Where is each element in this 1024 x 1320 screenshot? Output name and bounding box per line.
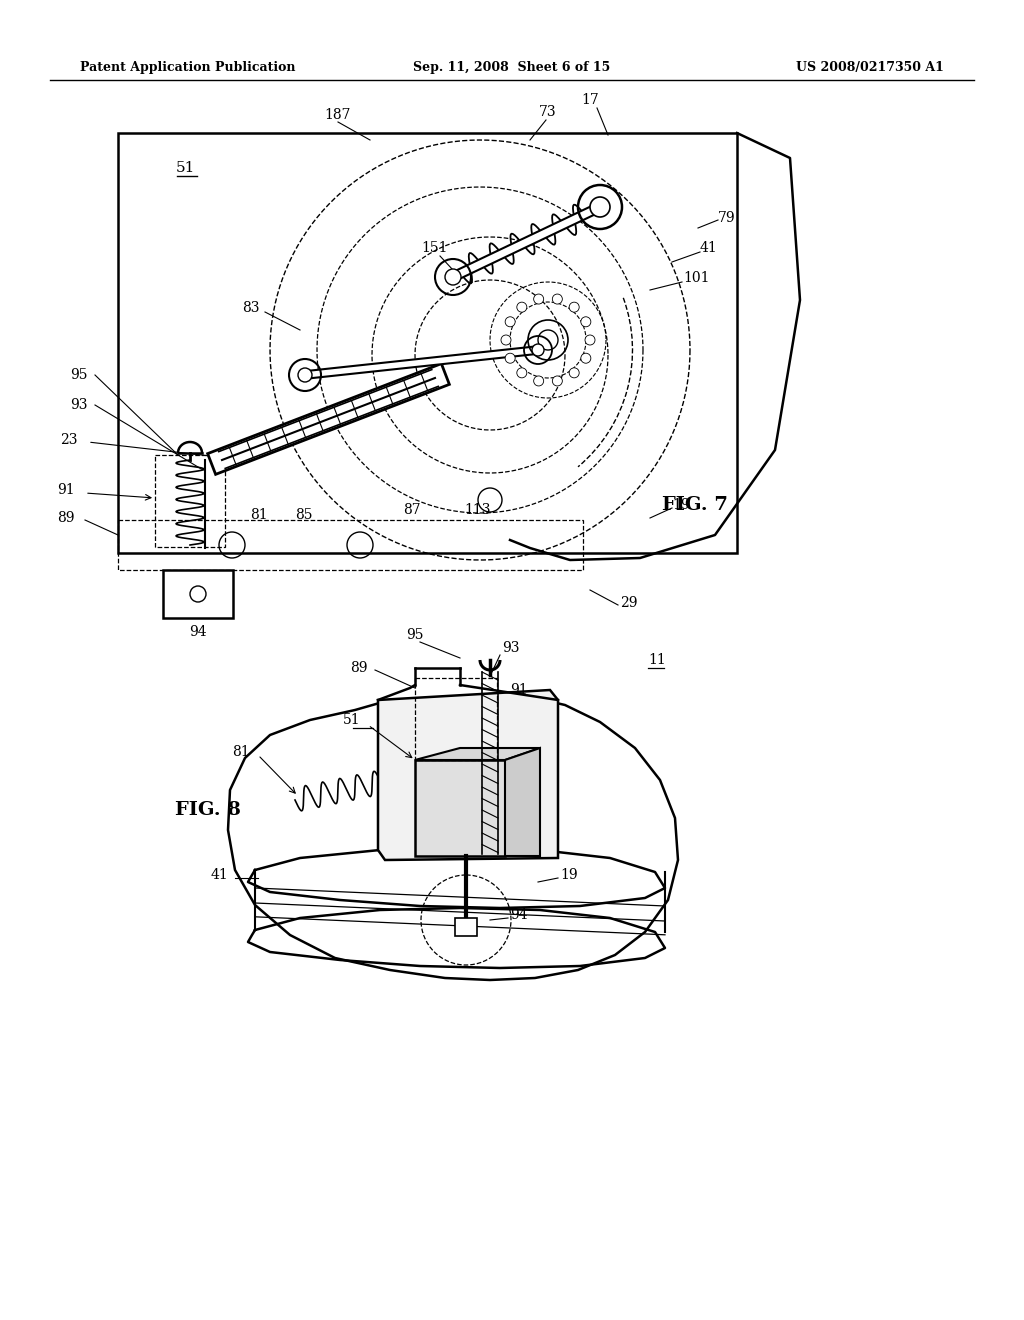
- Circle shape: [298, 368, 312, 381]
- Text: 73: 73: [540, 106, 557, 119]
- Polygon shape: [505, 748, 540, 855]
- Text: 89: 89: [350, 661, 368, 675]
- Text: 41: 41: [700, 242, 718, 255]
- Circle shape: [501, 335, 511, 345]
- Bar: [118, 133, 737, 553]
- Circle shape: [534, 294, 544, 304]
- Text: 81: 81: [250, 508, 267, 521]
- Bar: [155, 455, 225, 546]
- Circle shape: [517, 368, 526, 378]
- Polygon shape: [415, 760, 505, 855]
- Circle shape: [517, 302, 526, 312]
- Text: 51: 51: [342, 713, 360, 727]
- Text: 29: 29: [620, 597, 638, 610]
- Circle shape: [552, 294, 562, 304]
- Text: 89: 89: [57, 511, 75, 525]
- Text: 17: 17: [582, 92, 599, 107]
- Bar: [163, 570, 233, 618]
- Text: Sep. 11, 2008  Sheet 6 of 15: Sep. 11, 2008 Sheet 6 of 15: [414, 62, 610, 74]
- Text: 151: 151: [422, 242, 449, 255]
- Circle shape: [505, 317, 515, 327]
- Text: Patent Application Publication: Patent Application Publication: [80, 62, 296, 74]
- Text: 91: 91: [510, 682, 527, 697]
- Text: 187: 187: [325, 108, 351, 121]
- Circle shape: [445, 269, 461, 285]
- Text: 19: 19: [560, 869, 578, 882]
- Circle shape: [534, 376, 544, 385]
- Circle shape: [505, 354, 515, 363]
- Text: 81: 81: [232, 744, 250, 759]
- Circle shape: [569, 368, 580, 378]
- Text: 51: 51: [175, 161, 195, 176]
- Circle shape: [569, 302, 580, 312]
- Polygon shape: [415, 748, 540, 760]
- Text: US 2008/0217350 A1: US 2008/0217350 A1: [796, 62, 944, 74]
- Text: 91: 91: [57, 483, 75, 498]
- Circle shape: [581, 317, 591, 327]
- Text: 83: 83: [243, 301, 260, 315]
- Text: FIG. 8: FIG. 8: [175, 801, 241, 818]
- Text: 113: 113: [465, 503, 492, 517]
- Text: 93: 93: [502, 642, 519, 655]
- Text: 79: 79: [718, 211, 735, 224]
- Text: 94: 94: [189, 624, 207, 639]
- Circle shape: [585, 335, 595, 345]
- Circle shape: [552, 376, 562, 385]
- Circle shape: [581, 354, 591, 363]
- Text: 85: 85: [295, 508, 312, 521]
- Text: 95: 95: [407, 628, 424, 642]
- Circle shape: [532, 345, 544, 356]
- Text: 23: 23: [60, 433, 78, 447]
- Text: FIG. 7: FIG. 7: [662, 496, 728, 513]
- Bar: [455, 917, 477, 936]
- Bar: [415, 678, 497, 760]
- Text: 19: 19: [672, 498, 689, 512]
- Text: 87: 87: [403, 503, 421, 517]
- Text: 94: 94: [510, 908, 527, 921]
- Text: 93: 93: [71, 399, 88, 412]
- Text: 95: 95: [71, 368, 88, 381]
- Bar: [118, 520, 583, 570]
- Text: 41: 41: [210, 869, 228, 882]
- Circle shape: [590, 197, 610, 216]
- Text: 11: 11: [648, 653, 666, 667]
- Polygon shape: [378, 690, 558, 861]
- Text: 101: 101: [683, 271, 710, 285]
